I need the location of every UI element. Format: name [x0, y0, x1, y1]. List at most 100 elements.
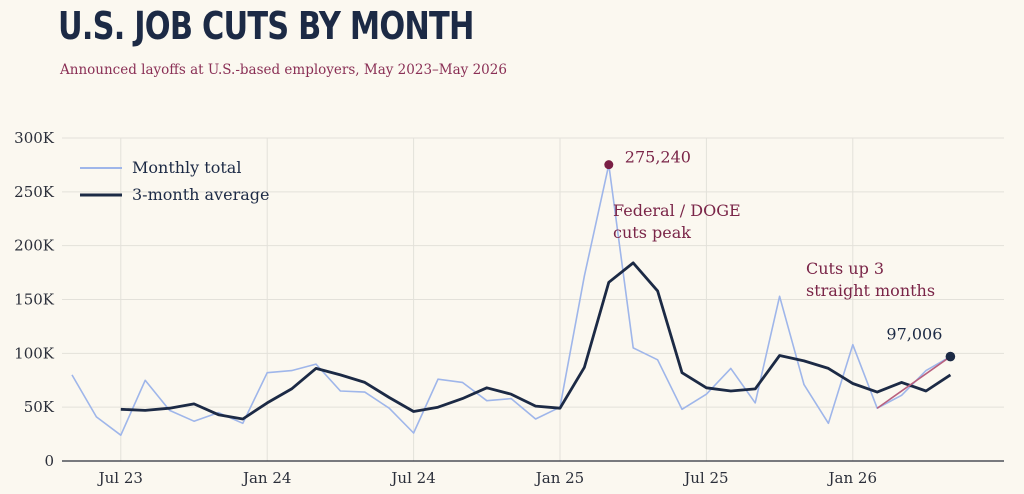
monthly-point	[632, 347, 634, 349]
monthly-point	[754, 402, 756, 404]
peak-marker	[604, 160, 614, 170]
legend: Monthly total 3-month average	[80, 158, 269, 204]
monthly-point	[461, 381, 463, 383]
latest-value-label: 97,006	[886, 325, 942, 344]
average-point	[510, 393, 512, 395]
monthly-point	[510, 397, 512, 399]
average-point	[266, 402, 268, 404]
y-tick-label: 250K	[14, 183, 55, 201]
average-point	[120, 408, 122, 410]
average-point	[900, 381, 902, 383]
monthly-point	[852, 344, 854, 346]
average-point	[583, 366, 585, 368]
monthly-point	[803, 383, 805, 385]
x-tick-label: Jul 23	[97, 469, 143, 487]
average-point	[339, 374, 341, 376]
average-point	[730, 390, 732, 392]
average-point	[949, 374, 951, 376]
monthly-point	[315, 363, 317, 365]
peak-value-label: 275,240	[625, 148, 691, 167]
average-point	[437, 406, 439, 408]
average-point	[364, 381, 366, 383]
monthly-point	[705, 393, 707, 395]
average-point	[559, 407, 561, 409]
monthly-point	[168, 409, 170, 411]
doge-annotation-line-2: cuts peak	[613, 223, 691, 242]
y-tick-label: 100K	[14, 344, 55, 362]
x-tick-label: Jan 26	[827, 469, 877, 487]
average-point	[656, 290, 658, 292]
axis-layer: 0 50K 100K 150K 200K 250K 300K Jul 23 Jan 24 Jul …	[14, 129, 1004, 487]
chart-subtitle: Announced layoffs at U.S.-based employer…	[60, 62, 507, 78]
monthly-point	[827, 422, 829, 424]
doge-annotation-line-1: Federal / DOGE	[613, 201, 741, 220]
series-line-monthly-total	[71, 163, 951, 436]
chart-title: U.S. JOB CUTS BY MONTH	[58, 4, 474, 48]
average-point	[803, 360, 805, 362]
average-point	[290, 388, 292, 390]
monthly-point	[486, 400, 488, 402]
average-point	[632, 262, 634, 264]
y-tick-label: 200K	[14, 237, 55, 255]
monthly-point	[412, 432, 414, 434]
monthly-point	[242, 422, 244, 424]
y-tick-label: 50K	[24, 398, 55, 416]
average-point	[876, 391, 878, 393]
monthly-point	[925, 369, 927, 371]
monthly-point	[778, 295, 780, 297]
annotation-layer: 275,240 Federal / DOGE cuts peak Cuts up 3 s…	[604, 148, 956, 409]
series-layer	[71, 163, 952, 436]
average-point	[681, 372, 683, 374]
monthly-point	[266, 372, 268, 374]
average-point	[754, 388, 756, 390]
monthly-point	[71, 374, 73, 376]
average-point	[486, 387, 488, 389]
grid-layer	[62, 137, 1004, 461]
average-point	[388, 396, 390, 398]
average-point	[242, 418, 244, 420]
x-tick-label: Jul 25	[682, 469, 728, 487]
monthly-point	[730, 367, 732, 369]
average-point	[144, 409, 146, 411]
monthly-point	[339, 390, 341, 392]
monthly-point	[290, 369, 292, 371]
average-point	[852, 382, 854, 384]
average-point	[461, 397, 463, 399]
monthly-point	[364, 391, 366, 393]
x-tick-label: Jan 24	[241, 469, 291, 487]
cuts-up-annotation-line-1: Cuts up 3	[806, 259, 884, 278]
monthly-point	[656, 359, 658, 361]
y-tick-label: 150K	[14, 291, 55, 309]
monthly-point	[144, 379, 146, 381]
cuts-up-annotation-line-2: straight months	[806, 281, 935, 300]
monthly-point	[534, 418, 536, 420]
average-point	[778, 354, 780, 356]
average-point	[168, 407, 170, 409]
monthly-point	[388, 407, 390, 409]
monthly-point	[217, 411, 219, 413]
monthly-point	[583, 275, 585, 277]
latest-value-marker	[945, 351, 956, 362]
series-line-3-month-average	[120, 261, 952, 421]
average-point	[705, 387, 707, 389]
average-point	[217, 414, 219, 416]
monthly-point	[681, 408, 683, 410]
average-point	[925, 390, 927, 392]
monthly-point	[95, 416, 97, 418]
average-point	[412, 410, 414, 412]
y-tick-label: 300K	[14, 129, 55, 147]
monthly-point	[900, 394, 902, 396]
x-tick-label: Jul 24	[389, 469, 435, 487]
monthly-point	[437, 378, 439, 380]
average-point	[193, 403, 195, 405]
x-tick-label: Jan 25	[534, 469, 584, 487]
monthly-point	[120, 434, 122, 436]
rising-trend-highlight	[876, 355, 951, 409]
average-point	[315, 367, 317, 369]
average-point	[608, 281, 610, 283]
average-point	[534, 405, 536, 407]
legend-label-3-month-average: 3-month average	[132, 185, 269, 204]
y-tick-label: 0	[44, 452, 54, 470]
monthly-point	[193, 420, 195, 422]
